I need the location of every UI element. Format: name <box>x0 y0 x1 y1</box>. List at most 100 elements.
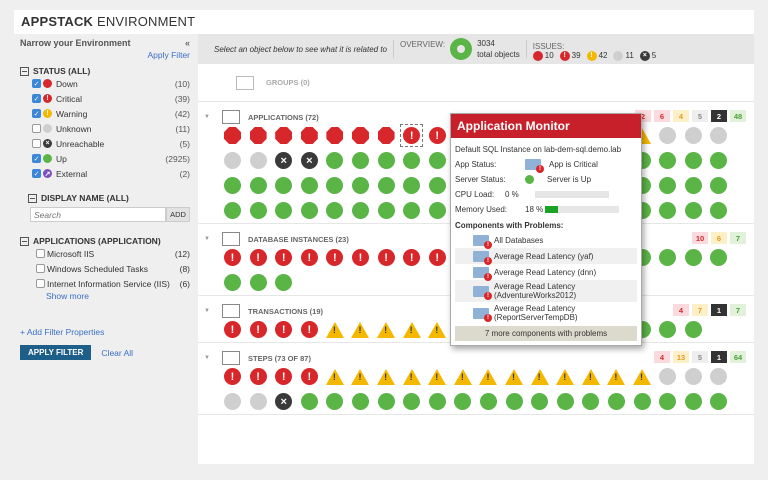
component-item[interactable]: Average Read Latency (dnn) <box>455 264 637 281</box>
status-up-object[interactable] <box>300 177 318 194</box>
status-unk-object[interactable] <box>684 127 702 144</box>
status-crit-object[interactable]: ! <box>249 249 267 266</box>
checkbox[interactable] <box>32 139 41 148</box>
badge-crit[interactable]: 10 <box>692 232 708 244</box>
status-up-object[interactable] <box>351 202 369 219</box>
status-up-object[interactable] <box>403 152 421 169</box>
status-up-object[interactable] <box>659 202 677 219</box>
status-up-object[interactable] <box>300 202 318 219</box>
status-up-object[interactable] <box>710 393 728 410</box>
application-filter[interactable]: Windows Scheduled Tasks (8) <box>20 261 190 276</box>
status-up-object[interactable] <box>377 152 395 169</box>
status-up-object[interactable] <box>684 393 702 410</box>
collapse-section-icon[interactable]: ▼ <box>204 355 210 361</box>
badge-crit[interactable]: 4 <box>673 304 689 316</box>
status-up-object[interactable] <box>684 202 702 219</box>
status-warn-object[interactable] <box>581 368 600 385</box>
status-down-object[interactable] <box>351 127 369 144</box>
badge-up[interactable]: 64 <box>730 351 746 363</box>
status-up-object[interactable] <box>659 249 677 266</box>
status-unr-object[interactable]: × <box>300 152 318 169</box>
status-warn-object[interactable] <box>505 368 524 385</box>
collapse-icon[interactable]: « <box>184 38 190 48</box>
status-crit-object[interactable]: ! <box>300 321 318 338</box>
status-up-object[interactable] <box>249 202 267 219</box>
status-unk-object[interactable] <box>684 368 702 385</box>
status-up-object[interactable] <box>377 177 395 194</box>
status-up-object[interactable] <box>351 177 369 194</box>
status-warn-object[interactable] <box>479 368 498 385</box>
collapse-displayname-icon[interactable] <box>28 193 37 203</box>
badge-unr[interactable]: 2 <box>711 110 727 122</box>
status-warn-object[interactable] <box>402 321 421 338</box>
status-unk-object[interactable] <box>710 368 728 385</box>
status-warn-object[interactable] <box>607 368 626 385</box>
status-down-object[interactable] <box>300 127 318 144</box>
status-filter-unknown[interactable]: Unknown (11) <box>20 121 190 136</box>
status-up-object[interactable] <box>428 177 446 194</box>
status-warn-object[interactable] <box>453 368 472 385</box>
status-up-object[interactable] <box>300 393 318 410</box>
status-warn-object[interactable] <box>351 321 370 338</box>
badge-unr[interactable]: 1 <box>711 304 727 316</box>
status-up-object[interactable] <box>659 321 677 338</box>
status-warn-object[interactable] <box>428 321 447 338</box>
status-crit-object[interactable]: ! <box>428 249 446 266</box>
status-crit-object[interactable]: ! <box>224 249 241 266</box>
more-components-link[interactable]: 7 more components with problems <box>455 326 637 341</box>
status-up-object[interactable] <box>659 177 677 194</box>
checkbox[interactable] <box>36 249 45 258</box>
status-unk-object[interactable] <box>249 393 267 410</box>
status-down-object[interactable] <box>326 127 344 144</box>
status-up-object[interactable] <box>275 274 293 291</box>
status-down-object[interactable] <box>377 127 395 144</box>
application-filter[interactable]: Internet Information Service (IIS) (6) <box>20 276 190 291</box>
clear-all-link[interactable]: Clear All <box>101 347 134 358</box>
component-item[interactable]: All Databases <box>455 232 637 249</box>
collapse-section-icon[interactable]: ▼ <box>204 236 210 242</box>
status-up-object[interactable] <box>428 202 446 219</box>
status-unr-object[interactable]: × <box>275 152 293 169</box>
status-up-object[interactable] <box>428 152 446 169</box>
collapse-status-icon[interactable] <box>20 66 29 76</box>
component-item[interactable]: Average Read Latency (yaf) <box>455 248 637 265</box>
status-up-object[interactable] <box>633 393 651 410</box>
status-up-object[interactable] <box>556 393 574 410</box>
status-up-object[interactable] <box>710 177 728 194</box>
component-item[interactable]: Average Read Latency (ReportServerTempDB… <box>455 302 637 324</box>
add-button[interactable]: ADD <box>166 207 190 222</box>
status-up-object[interactable] <box>326 177 344 194</box>
status-crit-object[interactable]: ! <box>224 368 241 385</box>
status-filter-down[interactable]: ✓ Down (10) <box>32 78 190 89</box>
status-warn-object[interactable] <box>530 368 549 385</box>
status-crit-object[interactable]: ! <box>249 368 267 385</box>
status-crit-object[interactable]: ! <box>428 127 446 144</box>
badge-warn[interactable]: 4 <box>673 110 689 122</box>
status-up-object[interactable] <box>377 393 395 410</box>
collapse-applications-icon[interactable] <box>20 236 29 246</box>
status-crit-object[interactable]: ! <box>275 321 293 338</box>
status-warn-object[interactable] <box>377 368 396 385</box>
status-up-object[interactable] <box>326 393 344 410</box>
status-unk-object[interactable] <box>224 393 241 410</box>
application-filter[interactable]: Microsoft IIS (12) <box>20 246 190 261</box>
badge-crit[interactable]: 4 <box>654 351 670 363</box>
status-up-object[interactable] <box>710 202 728 219</box>
status-up-object[interactable] <box>275 202 293 219</box>
badge-warn[interactable]: 7 <box>692 304 708 316</box>
status-up-object[interactable] <box>710 249 728 266</box>
status-unr-object[interactable]: × <box>275 393 293 410</box>
status-up-object[interactable] <box>582 393 600 410</box>
status-filter-critical[interactable]: ✓! Critical (39) <box>32 93 190 104</box>
status-crit-object[interactable]: ! <box>300 249 318 266</box>
status-filter-warning[interactable]: ✓! Warning (42) <box>32 108 190 119</box>
status-warn-object[interactable] <box>325 321 344 338</box>
apply-filter-link[interactable]: Apply Filter <box>147 50 190 60</box>
status-up-object[interactable] <box>428 393 446 410</box>
status-up-object[interactable] <box>454 393 472 410</box>
status-up-object[interactable] <box>224 177 241 194</box>
checkbox[interactable] <box>36 264 45 273</box>
checkbox[interactable]: ✓ <box>32 109 41 118</box>
status-unk-object[interactable] <box>710 127 728 144</box>
groups-section[interactable]: GROUPS (0) <box>198 64 754 102</box>
